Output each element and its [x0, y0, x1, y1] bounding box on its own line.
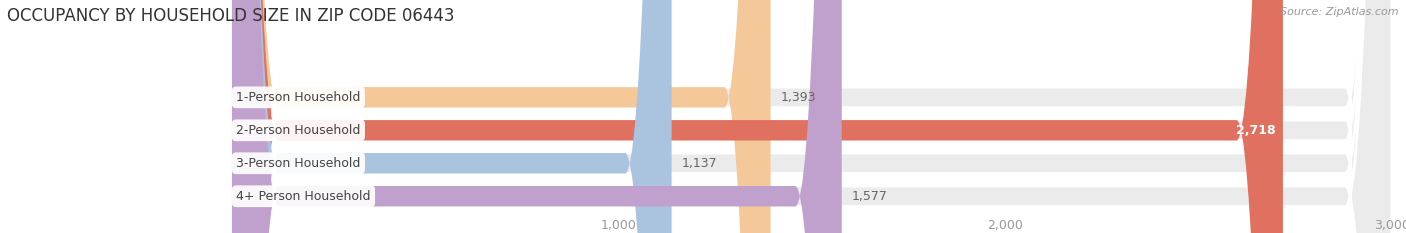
Text: 3-Person Household: 3-Person Household	[236, 157, 360, 170]
Text: 1,137: 1,137	[682, 157, 717, 170]
FancyBboxPatch shape	[232, 0, 842, 233]
FancyBboxPatch shape	[232, 0, 1282, 233]
FancyBboxPatch shape	[232, 0, 672, 233]
Text: 1,393: 1,393	[780, 91, 815, 104]
Text: 1,577: 1,577	[852, 190, 887, 203]
Text: 2-Person Household: 2-Person Household	[236, 124, 360, 137]
Text: 1-Person Household: 1-Person Household	[236, 91, 360, 104]
FancyBboxPatch shape	[232, 0, 1392, 233]
Text: 4+ Person Household: 4+ Person Household	[236, 190, 371, 203]
FancyBboxPatch shape	[232, 0, 1392, 233]
Text: 2,718: 2,718	[1236, 124, 1275, 137]
Text: Source: ZipAtlas.com: Source: ZipAtlas.com	[1281, 7, 1399, 17]
Text: OCCUPANCY BY HOUSEHOLD SIZE IN ZIP CODE 06443: OCCUPANCY BY HOUSEHOLD SIZE IN ZIP CODE …	[7, 7, 454, 25]
FancyBboxPatch shape	[232, 0, 770, 233]
FancyBboxPatch shape	[232, 0, 1392, 233]
FancyBboxPatch shape	[232, 0, 1392, 233]
